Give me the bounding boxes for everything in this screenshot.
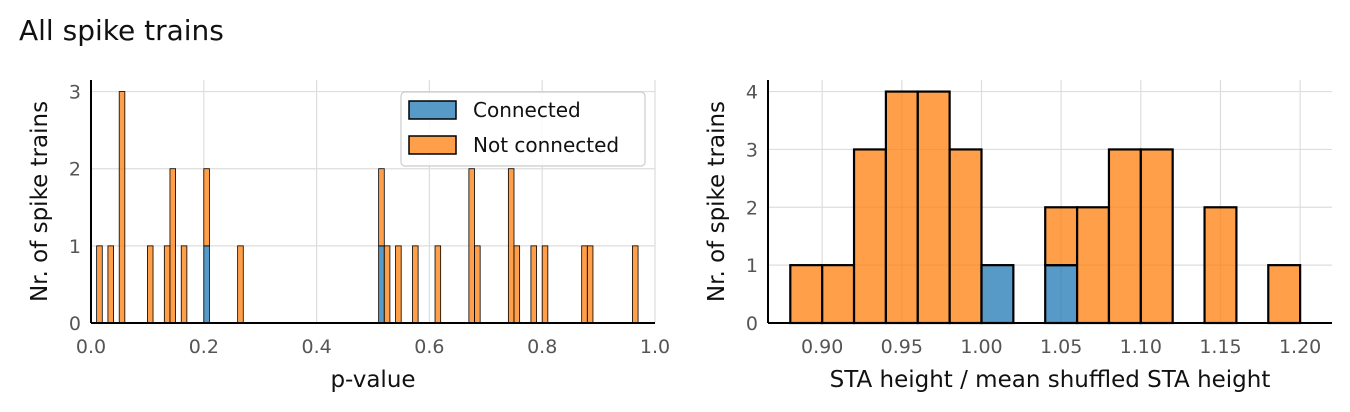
y-tick-label: 4 xyxy=(746,82,758,104)
bar-not-connected xyxy=(530,245,537,324)
y-tick-label: 1 xyxy=(746,255,758,277)
legend: Connected Not connected xyxy=(400,91,646,167)
figure-title: All spike trains xyxy=(19,14,224,47)
bar-not-connected xyxy=(1075,206,1111,325)
bar-not-connected xyxy=(1267,264,1302,325)
x-tick-label: 1.10 xyxy=(1120,336,1162,358)
y-axis-label: Nr. of spike trains xyxy=(27,101,53,302)
bar-not-connected xyxy=(1203,206,1238,325)
y-tick-label: 2 xyxy=(746,197,758,219)
bar-not-connected xyxy=(632,245,639,324)
x-tick-label: 1.20 xyxy=(1279,336,1321,358)
y-tick-label: 2 xyxy=(69,159,81,181)
bar-not-connected xyxy=(1044,206,1079,267)
y-tick-label: 3 xyxy=(69,82,81,104)
y-tick-label: 1 xyxy=(69,236,81,258)
bar-not-connected xyxy=(203,168,210,247)
y-tick-label: 3 xyxy=(746,139,758,161)
bar-not-connected xyxy=(468,168,475,324)
y-tick-label: 0 xyxy=(746,313,758,335)
bar-not-connected xyxy=(180,245,188,324)
bar-not-connected xyxy=(474,245,481,324)
bar-not-connected xyxy=(378,168,385,247)
bar-not-connected xyxy=(434,245,442,324)
bar-connected xyxy=(203,245,210,324)
x-tick-label: 0.90 xyxy=(801,336,843,358)
bar-not-connected xyxy=(513,245,521,324)
x-tick-label: 1.15 xyxy=(1199,336,1241,358)
bar-not-connected xyxy=(107,245,114,324)
bar-not-connected xyxy=(383,245,391,324)
x-tick-label: 1.00 xyxy=(960,336,1002,358)
y-axis-label: Nr. of spike trains xyxy=(704,101,730,302)
bar-not-connected xyxy=(884,90,919,325)
bar-not-connected xyxy=(1107,148,1142,325)
bar-not-connected xyxy=(541,245,549,324)
chart-panel-2: 0.90 0.95 1.00 1.05 1.10 1.15 1.20 0 1 2 3 4 STA hei… xyxy=(704,80,1332,393)
bar-not-connected xyxy=(789,264,824,325)
bar-not-connected xyxy=(586,245,594,324)
y-tick-label: 0 xyxy=(69,313,81,335)
bar-connected xyxy=(980,264,1015,325)
x-axis-label: STA height / mean shuffled STA height xyxy=(830,367,1271,393)
bar-not-connected xyxy=(237,245,244,324)
bar-not-connected xyxy=(163,245,171,324)
bar-connected xyxy=(378,245,385,324)
x-tick-label: 1.0 xyxy=(640,336,670,358)
bar-not-connected xyxy=(412,245,419,324)
bar-not-connected xyxy=(852,148,887,325)
x-axis-label: p-value xyxy=(330,367,415,393)
bar-not-connected xyxy=(916,90,951,325)
legend-box xyxy=(400,91,646,167)
legend-label-connected: Connected xyxy=(473,98,581,122)
bar-not-connected xyxy=(507,168,515,324)
bar-not-connected xyxy=(395,245,402,324)
x-tick-label: 0.8 xyxy=(527,336,557,358)
bar-not-connected xyxy=(169,168,177,324)
bar-not-connected xyxy=(821,264,856,325)
bar-connected xyxy=(1044,264,1079,325)
x-tick-label: 0.4 xyxy=(301,336,331,358)
legend-swatch-not-connected xyxy=(408,135,457,155)
bar-not-connected xyxy=(118,91,126,324)
x-tick-label: 0.95 xyxy=(881,336,923,358)
x-tick-label: 1.05 xyxy=(1040,336,1082,358)
bar-not-connected xyxy=(1139,148,1174,325)
x-tick-label: 0.0 xyxy=(76,336,106,358)
x-tick-label: 0.6 xyxy=(414,336,444,358)
legend-label-not-connected: Not connected xyxy=(473,133,619,157)
bar-not-connected xyxy=(96,245,103,324)
bar-not-connected xyxy=(146,245,154,324)
chart-panel-1: 0.0 0.2 0.4 0.6 0.8 1.0 0 1 2 3 p-value Nr. of spik… xyxy=(27,80,670,393)
bar-not-connected xyxy=(948,148,983,325)
bar-not-connected xyxy=(581,245,588,324)
x-tick-label: 0.2 xyxy=(189,336,219,358)
legend-swatch-connected xyxy=(408,100,457,120)
